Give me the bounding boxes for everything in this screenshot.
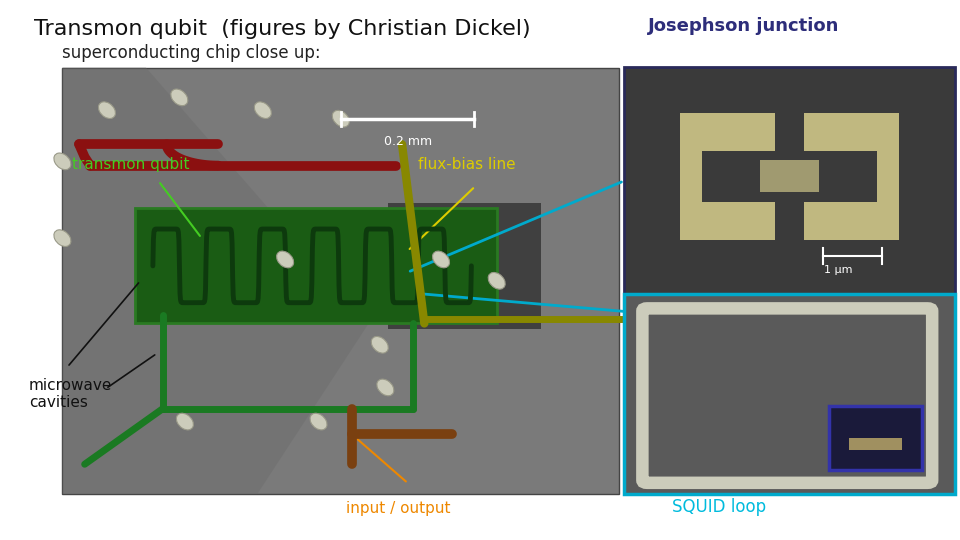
Ellipse shape [54, 153, 71, 170]
Ellipse shape [171, 89, 188, 106]
Text: Josephson junction: Josephson junction [648, 17, 839, 35]
Ellipse shape [433, 251, 449, 268]
Bar [624, 68, 955, 294]
Ellipse shape [99, 102, 115, 118]
Ellipse shape [489, 273, 505, 289]
Text: SQUID loop: SQUID loop [672, 498, 766, 516]
Ellipse shape [310, 413, 327, 430]
Ellipse shape [177, 413, 193, 430]
Text: microwave
cavities: microwave cavities [29, 378, 112, 410]
Text: transmon qubit: transmon qubit [72, 157, 189, 172]
Ellipse shape [254, 102, 272, 118]
Bar [624, 294, 955, 494]
Text: Transmon qubit  (figures by Christian Dickel): Transmon qubit (figures by Christian Dic… [34, 19, 530, 39]
Ellipse shape [377, 379, 394, 396]
Text: input / output: input / output [347, 501, 450, 516]
Ellipse shape [332, 110, 349, 127]
Bar [134, 208, 496, 323]
Text: superconducting chip close up:: superconducting chip close up: [62, 44, 321, 62]
Text: 0.2 mm: 0.2 mm [384, 135, 432, 148]
Bar [829, 406, 922, 470]
Bar [388, 202, 541, 329]
Ellipse shape [54, 230, 71, 246]
Bar [62, 68, 619, 494]
Ellipse shape [372, 336, 388, 353]
Ellipse shape [276, 251, 294, 268]
Text: flux-bias line: flux-bias line [418, 157, 516, 172]
Polygon shape [62, 68, 369, 494]
Text: 1 μm: 1 μm [825, 265, 852, 275]
